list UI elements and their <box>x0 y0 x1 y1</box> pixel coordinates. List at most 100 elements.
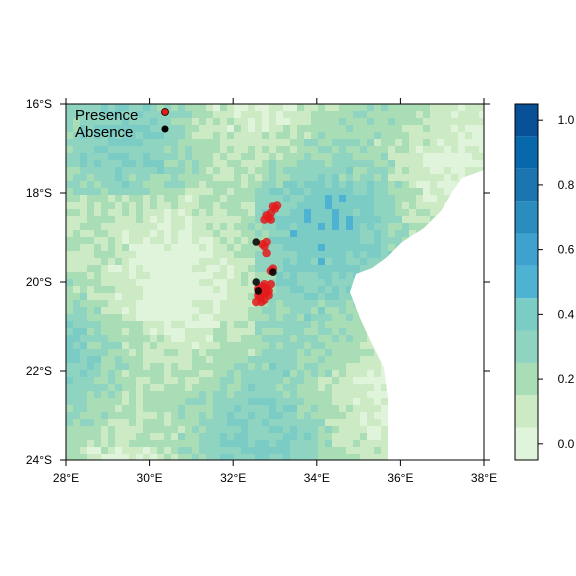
raster-cell <box>297 153 304 160</box>
raster-cell <box>87 258 94 265</box>
raster-cell <box>409 160 416 167</box>
presence-point <box>272 201 282 210</box>
raster-cell <box>171 293 178 300</box>
raster-cell <box>332 398 339 405</box>
raster-cell <box>367 433 374 440</box>
raster-cell <box>346 216 353 223</box>
raster-cell <box>206 223 213 230</box>
raster-cell <box>115 293 122 300</box>
raster-cell <box>122 202 129 209</box>
raster-cell <box>143 447 150 454</box>
raster-cell <box>269 258 276 265</box>
raster-cell <box>269 363 276 370</box>
raster-cell <box>129 307 136 314</box>
raster-cell <box>101 391 108 398</box>
raster-cell <box>325 181 332 188</box>
raster-cell <box>381 160 388 167</box>
raster-cell <box>150 307 157 314</box>
raster-cell <box>227 321 234 328</box>
raster-cell <box>150 391 157 398</box>
raster-cell <box>241 237 248 244</box>
raster-cell <box>339 370 346 377</box>
raster-cell <box>381 118 388 125</box>
raster-cell <box>178 454 185 460</box>
raster-cell <box>248 167 255 174</box>
raster-cell <box>360 342 367 349</box>
raster-cell <box>66 335 73 342</box>
raster-cell <box>108 104 115 111</box>
raster-cell <box>311 349 318 356</box>
raster-cell <box>185 202 192 209</box>
raster-cell <box>269 118 276 125</box>
raster-cell <box>143 454 150 460</box>
raster-cell <box>80 258 87 265</box>
raster-cell <box>290 335 297 342</box>
raster-cell <box>290 356 297 363</box>
raster-cell <box>185 454 192 460</box>
raster-cell <box>325 314 332 321</box>
raster-cell <box>248 342 255 349</box>
raster-cell <box>311 146 318 153</box>
raster-cell <box>241 258 248 265</box>
raster-cell <box>87 286 94 293</box>
raster-cell <box>304 118 311 125</box>
raster-cell <box>66 209 73 216</box>
raster-cell <box>227 174 234 181</box>
raster-cell <box>248 391 255 398</box>
raster-cell <box>472 160 479 167</box>
raster-cell <box>360 426 367 433</box>
raster-cell <box>332 132 339 139</box>
raster-cell <box>115 419 122 426</box>
raster-cell <box>108 216 115 223</box>
raster-cell <box>108 363 115 370</box>
raster-cell <box>325 174 332 181</box>
raster-cell <box>66 104 73 111</box>
raster-cell <box>150 146 157 153</box>
raster-cell <box>339 132 346 139</box>
raster-cell <box>192 377 199 384</box>
raster-cell <box>220 237 227 244</box>
raster-cell <box>80 181 87 188</box>
raster-cell <box>150 244 157 251</box>
raster-cell <box>143 111 150 118</box>
raster-cell <box>325 244 332 251</box>
raster-cell <box>353 139 360 146</box>
raster-cell <box>290 454 297 460</box>
raster-cell <box>234 363 241 370</box>
raster-cell <box>213 426 220 433</box>
raster-cell <box>199 440 206 447</box>
raster-cell <box>122 125 129 132</box>
raster-cell <box>213 174 220 181</box>
raster-cell <box>80 356 87 363</box>
raster-cell <box>101 398 108 405</box>
raster-cell <box>283 356 290 363</box>
raster-cell <box>227 405 234 412</box>
raster-cell <box>213 132 220 139</box>
raster-cell <box>346 293 353 300</box>
raster-cell <box>206 328 213 335</box>
raster-cell <box>367 216 374 223</box>
raster-cell <box>150 398 157 405</box>
point-legend: Presence Absence <box>75 107 169 141</box>
raster-cell <box>325 454 332 460</box>
raster-cell <box>87 272 94 279</box>
raster-cell <box>388 209 395 216</box>
presence-legend-label: Presence <box>75 107 138 124</box>
raster-cell <box>276 223 283 230</box>
raster-cell <box>157 349 164 356</box>
raster-cell <box>262 342 269 349</box>
raster-cell <box>339 202 346 209</box>
raster-cell <box>227 286 234 293</box>
raster-cell <box>311 356 318 363</box>
raster-cell <box>311 258 318 265</box>
raster-cell <box>220 433 227 440</box>
raster-cell <box>101 216 108 223</box>
raster-cell <box>66 202 73 209</box>
raster-cell <box>122 209 129 216</box>
raster-cell <box>73 125 80 132</box>
raster-cell <box>255 167 262 174</box>
raster-cell <box>108 209 115 216</box>
raster-cell <box>381 132 388 139</box>
raster-cell <box>213 139 220 146</box>
raster-cell <box>395 104 402 111</box>
